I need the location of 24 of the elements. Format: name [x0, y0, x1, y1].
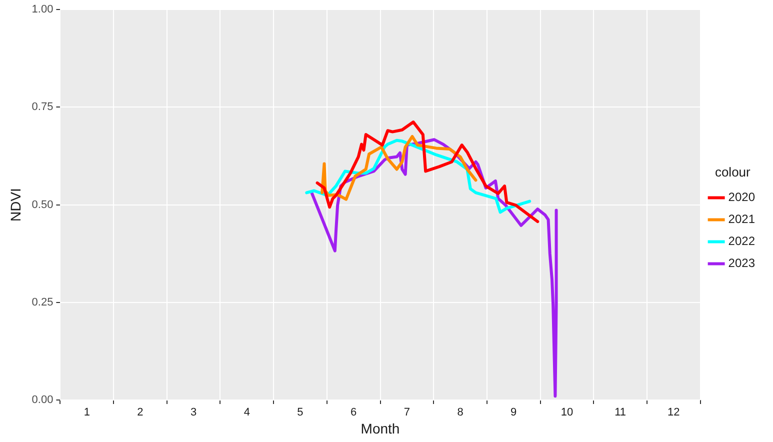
- x-tick-label: 1: [84, 406, 90, 419]
- x-tick-label: 6: [350, 406, 357, 419]
- x-tick-label: 7: [404, 406, 410, 419]
- x-tick-label: 12: [668, 406, 680, 419]
- x-tick-label: 2: [137, 406, 144, 419]
- x-tick-label: 4: [244, 406, 250, 419]
- y-axis-title: NDVI: [7, 188, 24, 222]
- x-tick-label: 9: [510, 406, 517, 419]
- x-tick-label: 3: [190, 406, 197, 419]
- y-tick-label: 0.00: [32, 394, 54, 406]
- x-tick-label: 5: [297, 406, 304, 419]
- legend-label: 2023: [728, 256, 756, 270]
- y-tick-label: 0.50: [32, 198, 54, 211]
- legend-label: 2022: [728, 234, 756, 248]
- y-tick-label: 0.75: [32, 101, 54, 114]
- y-tick-label: 1.00: [32, 4, 54, 16]
- x-tick-label: 10: [560, 406, 574, 419]
- legend-label: 2021: [728, 212, 756, 226]
- legend-title: colour: [714, 164, 752, 180]
- x-tick-label: 11: [614, 406, 626, 419]
- x-axis-title: Month: [360, 420, 400, 436]
- x-tick-label: 8: [457, 406, 464, 419]
- y-tick-label: 0.25: [32, 296, 54, 308]
- legend-label: 2020: [728, 190, 756, 204]
